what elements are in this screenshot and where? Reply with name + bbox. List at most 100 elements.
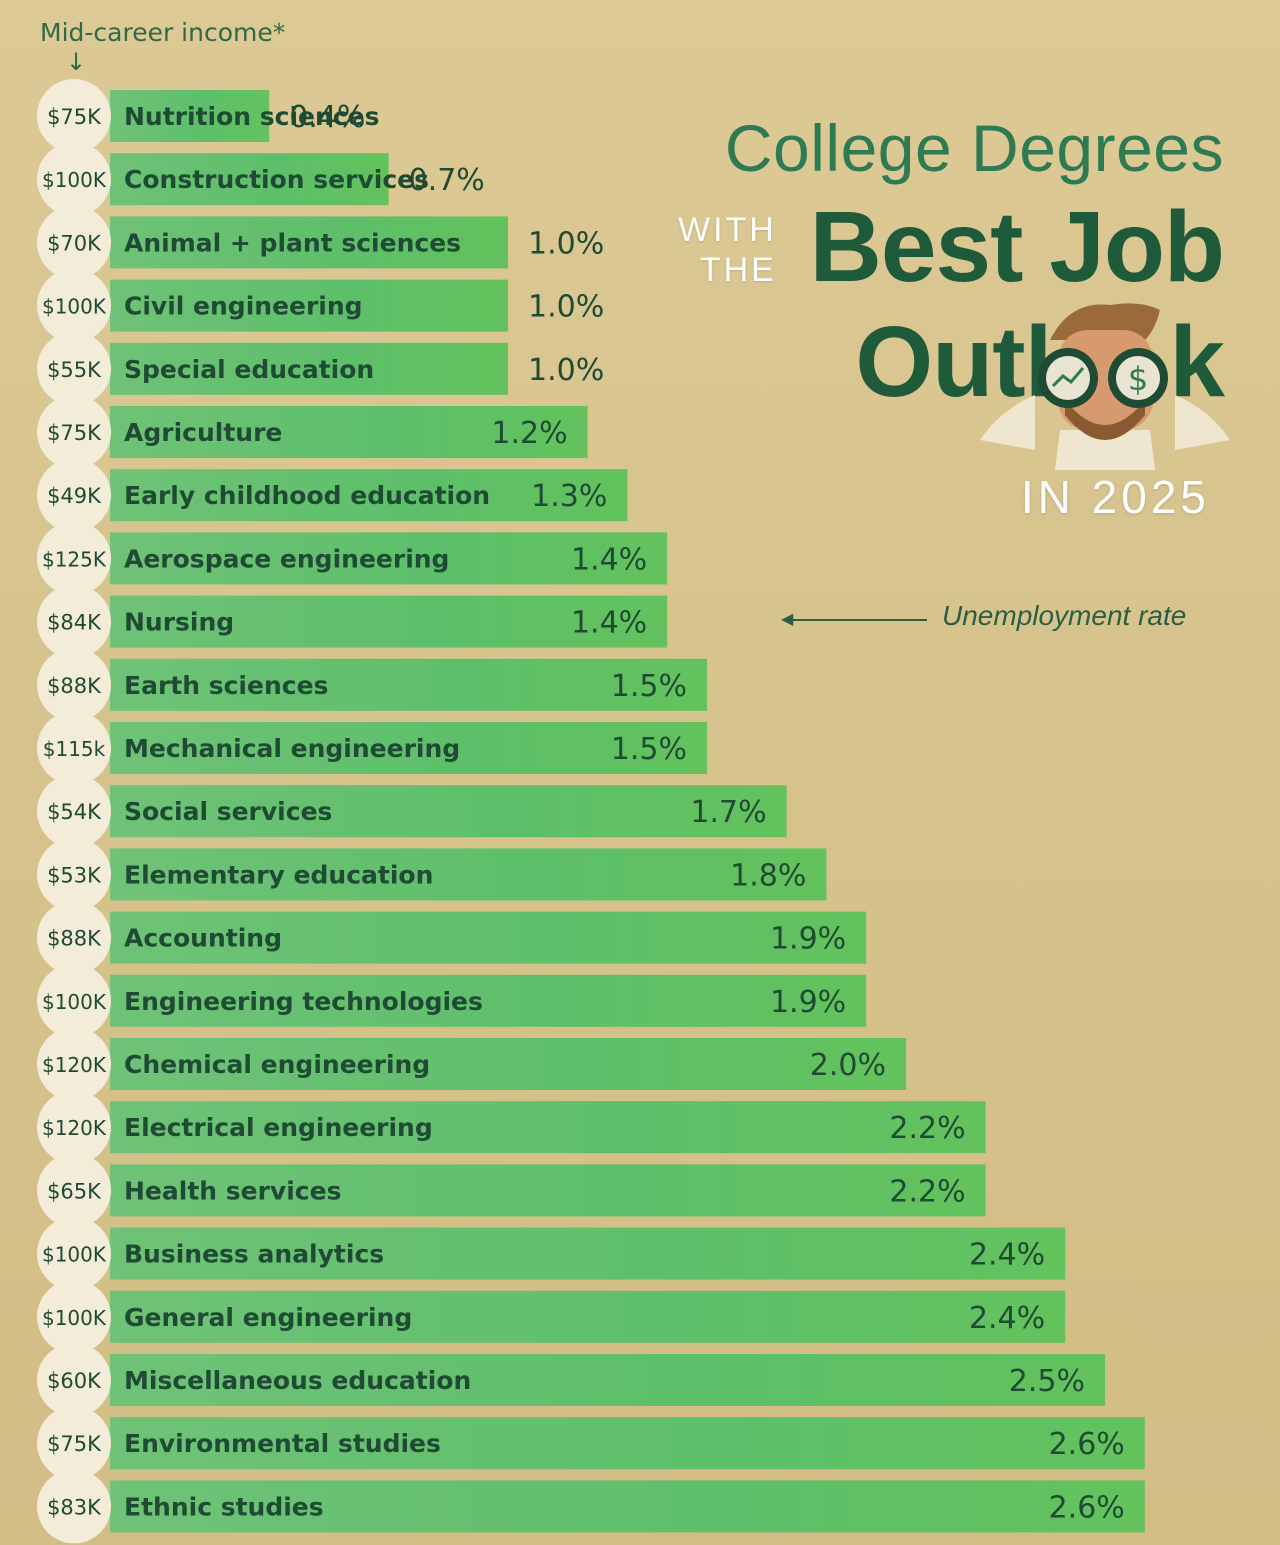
bar — [110, 532, 668, 585]
down-arrow-icon: ↓ — [66, 48, 87, 76]
category-label: Animal + plant sciences — [124, 228, 461, 257]
bar — [110, 1354, 1105, 1406]
income-label: $120K — [42, 1053, 107, 1077]
bar — [110, 216, 508, 269]
category-label: Elementary education — [124, 860, 433, 889]
bar-row: $75K Agriculture 1.2% — [37, 395, 588, 469]
value-label: 1.4% — [571, 542, 647, 577]
category-label: Agriculture — [124, 418, 282, 447]
income-circle — [37, 837, 111, 912]
bar-row: $125K Aerospace engineering 1.4% — [37, 521, 668, 596]
value-label: 1.0% — [528, 353, 604, 388]
category-label: Engineering technologies — [124, 987, 483, 1016]
bar — [110, 1164, 986, 1217]
income-circle — [37, 900, 111, 975]
income-label: $75K — [47, 421, 102, 445]
title-year: IN 2025 — [1020, 471, 1210, 523]
bar-row: $100K General engineering 2.4% — [37, 1279, 1066, 1354]
income-circle — [37, 584, 111, 659]
income-circle — [37, 331, 111, 406]
bar-row: $115k Mechanical engineering 1.5% — [37, 711, 707, 785]
title-the-word: THE — [699, 251, 777, 289]
annotation-line — [785, 619, 927, 621]
value-label: 2.6% — [1049, 1490, 1125, 1525]
category-label: Earth sciences — [124, 671, 328, 700]
category-label: Miscellaneous education — [124, 1366, 471, 1395]
income-circle — [37, 458, 111, 533]
value-label: 1.8% — [730, 858, 806, 893]
bar-row: $49K Early childhood education 1.3% — [37, 458, 628, 533]
value-label: 0.4% — [289, 100, 365, 135]
bar — [110, 90, 270, 142]
income-circle — [37, 268, 111, 343]
title-block: College Degrees WITH THE Best Job Outl k … — [640, 100, 1240, 540]
value-label: 1.2% — [491, 416, 567, 451]
category-label: Social services — [124, 797, 332, 826]
income-label: $100K — [42, 990, 107, 1014]
category-label: Electrical engineering — [124, 1113, 433, 1142]
title-with-word: WITH — [678, 211, 777, 249]
category-label: Nutrition sciences — [124, 102, 379, 131]
value-label: 2.4% — [969, 1301, 1045, 1336]
title-line-2: Best Job — [809, 191, 1225, 303]
svg-text:$: $ — [1128, 360, 1148, 398]
income-label: $83K — [47, 1495, 102, 1519]
category-label: Accounting — [124, 924, 282, 953]
category-label: Business analytics — [124, 1240, 384, 1269]
income-label: $75K — [47, 105, 102, 129]
bar — [110, 279, 508, 332]
income-label: $54K — [47, 800, 102, 824]
income-circle — [37, 79, 111, 153]
income-label: $60K — [47, 1369, 102, 1393]
income-label: $49K — [47, 484, 102, 508]
category-label: Chemical engineering — [124, 1050, 430, 1079]
value-label: 1.4% — [571, 606, 647, 641]
income-label: $53K — [47, 863, 102, 887]
category-label: Aerospace engineering — [124, 544, 449, 573]
unemployment-rate-annotation: Unemployment rate — [942, 600, 1187, 631]
income-label: $120K — [42, 1116, 107, 1140]
income-circle — [37, 647, 111, 722]
value-label: 2.0% — [810, 1048, 886, 1083]
bar — [110, 848, 827, 901]
bar — [110, 406, 588, 458]
bar-row: $84K Nursing 1.4% — [37, 584, 668, 659]
income-label: $100K — [42, 1243, 107, 1267]
bar-row: $60K Miscellaneous education 2.5% — [37, 1343, 1105, 1417]
bar — [110, 1290, 1066, 1343]
value-label: 1.7% — [690, 795, 766, 830]
bar-row: $53K Elementary education 1.8% — [37, 837, 827, 912]
bar — [110, 469, 628, 522]
bar-row: $75K Environmental studies 2.6% — [37, 1406, 1145, 1481]
income-circle — [37, 205, 111, 280]
value-label: 1.3% — [531, 479, 607, 514]
value-label: 0.7% — [409, 163, 485, 198]
title-line-1: College Degrees — [724, 111, 1224, 185]
income-label: $100K — [42, 295, 107, 319]
bar-row: $100K Engineering technologies 1.9% — [37, 963, 867, 1038]
bar — [110, 1101, 986, 1154]
value-label: 2.2% — [889, 1174, 965, 1209]
bar — [110, 342, 508, 395]
category-label: Civil engineering — [124, 292, 363, 321]
income-circle — [37, 521, 111, 596]
income-circle — [37, 1343, 111, 1417]
value-label: 1.5% — [611, 732, 687, 767]
bar — [110, 1417, 1145, 1470]
title-with: WITH THE — [678, 210, 777, 290]
bar — [110, 1227, 1066, 1280]
income-circle — [37, 711, 111, 785]
category-label: General engineering — [124, 1303, 412, 1332]
bar — [110, 153, 389, 206]
value-label: 1.0% — [528, 226, 604, 261]
bar — [110, 1480, 1145, 1533]
income-label: $88K — [47, 927, 102, 951]
category-label: Nursing — [124, 608, 234, 637]
annotation-arrowhead-icon: ◀ — [781, 609, 794, 628]
category-label: Mechanical engineering — [124, 734, 460, 763]
income-circle — [37, 963, 111, 1038]
bar-row: $100K Business analytics 2.4% — [37, 1216, 1066, 1291]
bar-row: $100K Civil engineering 1.0% — [37, 268, 604, 343]
